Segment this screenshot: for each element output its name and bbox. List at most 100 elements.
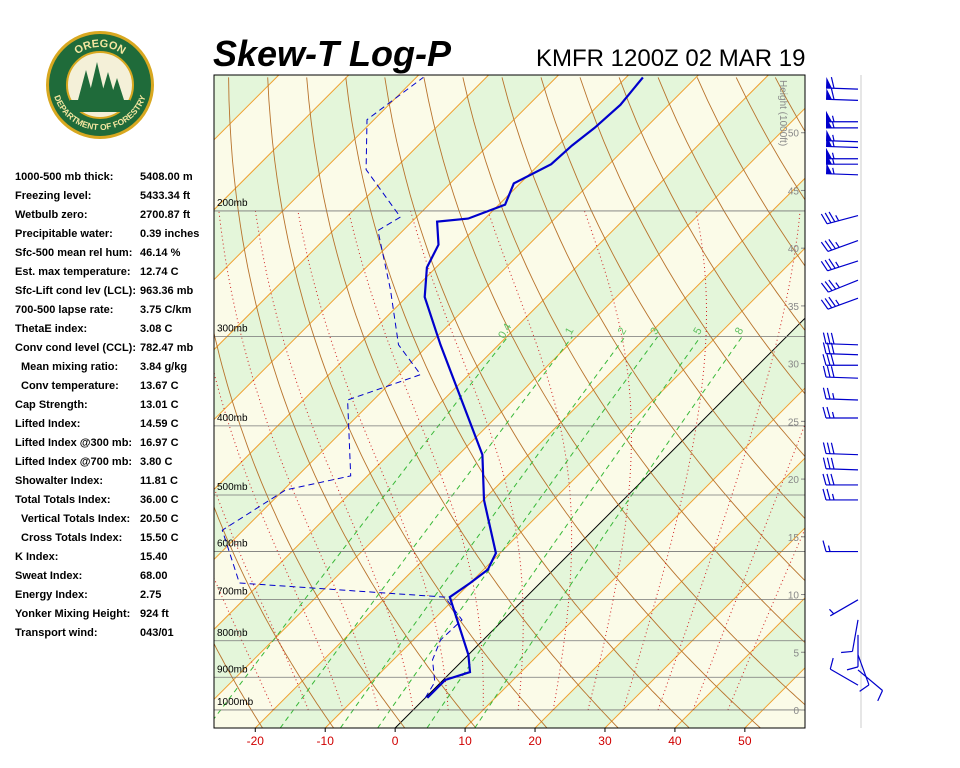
wind-barb — [820, 211, 859, 225]
x-tick-label: 50 — [738, 734, 752, 748]
moist-adiabat — [410, 210, 524, 710]
barb-feather — [828, 258, 836, 269]
stat-value: 2.75 — [140, 589, 161, 601]
isotherm — [214, 75, 769, 631]
barb-half — [831, 411, 835, 419]
barb-staff — [857, 654, 870, 686]
stat-label: Showalter Index: — [15, 475, 103, 487]
pressure-label: 200mb — [217, 198, 248, 209]
barb-feather — [822, 457, 827, 469]
wind-barb — [822, 473, 858, 486]
mixing-ratio-line — [426, 336, 702, 728]
wind-barb — [822, 540, 858, 553]
isotherm — [254, 177, 805, 728]
barb-feather — [822, 342, 827, 354]
dry-adiabat — [657, 77, 805, 332]
wind-barb — [822, 406, 858, 419]
stat-label: Sfc-500 mean rel hum: — [15, 247, 132, 259]
barb-staff — [851, 619, 859, 652]
isotherm — [214, 75, 350, 211]
barb-feather — [826, 332, 831, 344]
logo-top-text: OREGON — [72, 38, 127, 57]
barb-feather — [830, 366, 835, 378]
stat-value: 14.59 C — [140, 418, 179, 430]
barb-staff — [827, 239, 859, 253]
barb-feather — [830, 354, 835, 366]
barb-feather — [829, 657, 834, 670]
pressure-label: 700mb — [217, 586, 248, 597]
height-tick-label: 45 — [788, 186, 800, 197]
barb-feather — [826, 406, 831, 419]
barb-feather — [822, 354, 827, 366]
mixing-ratio-line — [279, 336, 573, 728]
isotherm — [214, 107, 805, 701]
stat-label: Conv temperature: — [21, 380, 119, 392]
pressure-label: 600mb — [217, 539, 248, 550]
moist-adiabat — [348, 210, 484, 710]
barb-staff — [827, 297, 859, 310]
plot-overlay: 0.4 1 2 3 5 81000mb900mb800mb700mb600mb500mb4… — [217, 80, 805, 748]
barb-feather — [830, 332, 835, 345]
barb-staff — [829, 668, 859, 686]
moist-adiabat — [297, 210, 449, 710]
wind-barb — [857, 669, 884, 702]
barb-feather — [826, 442, 831, 454]
logo-trees — [78, 62, 124, 100]
wind-barbs — [820, 77, 884, 702]
profile-line — [221, 77, 463, 699]
barb-feather — [828, 279, 837, 290]
barb-feather — [822, 387, 827, 400]
barb-pennant — [826, 110, 832, 122]
mixing-ratio-line — [377, 336, 659, 728]
stat-label: Mean mixing ratio: — [21, 361, 118, 373]
moist-adiabat — [584, 210, 632, 711]
isotherm — [214, 75, 699, 561]
stat-label: Total Totals Index: — [15, 494, 111, 506]
stat-value: 2700.87 ft — [140, 209, 190, 221]
dry-adiabat — [618, 77, 805, 395]
barb-staff — [825, 173, 859, 176]
barb-feather — [822, 540, 827, 552]
dry-adiabat — [501, 77, 805, 582]
barb-feather — [820, 299, 829, 310]
dry-adiabat — [228, 77, 477, 728]
wind-barb — [825, 77, 859, 90]
x-tick-label: 40 — [668, 734, 682, 748]
stat-label: Sfc-Lift cond lev (LCL): — [15, 285, 136, 297]
height-tick-label: 0 — [793, 706, 799, 717]
barb-feather — [830, 457, 835, 470]
logo: OREGON DEPARTMENT OF FORESTRY — [46, 31, 154, 139]
x-tick-label: -20 — [247, 734, 265, 748]
barb-feather — [822, 406, 827, 419]
barb-feather — [830, 473, 835, 486]
stat-value: 68.00 — [140, 570, 168, 582]
height-tick-label: 15 — [788, 533, 800, 544]
dry-adiabat — [267, 77, 548, 728]
barb-pennant — [826, 153, 832, 165]
stat-label: Yonker Mixing Height: — [15, 608, 130, 620]
dry-adiabat — [345, 77, 690, 728]
barb-feather — [820, 213, 828, 225]
stat-label: ThetaE index: — [15, 323, 87, 335]
isotherm — [604, 527, 805, 728]
barb-feather — [824, 259, 832, 270]
height-tick-label: 5 — [793, 648, 799, 659]
wind-barb — [841, 619, 859, 654]
isotherm — [534, 457, 805, 728]
wind-barb — [822, 488, 858, 501]
stat-label: Freezing level: — [15, 190, 91, 202]
logo-ground — [70, 100, 130, 112]
stat-label: Precipitable water: — [15, 228, 113, 240]
isotherm — [464, 387, 805, 728]
stat-label: Vertical Totals Index: — [21, 513, 130, 525]
stat-value: 16.97 C — [140, 437, 179, 449]
barb-half — [835, 299, 840, 306]
x-tick-label: 0 — [392, 734, 399, 748]
barb-pennant — [826, 77, 832, 89]
plot — [214, 76, 805, 711]
wind-barb — [822, 354, 858, 366]
stat-label: 700-500 lapse rate: — [15, 304, 113, 316]
dry-adiabat — [384, 77, 761, 728]
pressure-label: 800mb — [217, 628, 248, 639]
